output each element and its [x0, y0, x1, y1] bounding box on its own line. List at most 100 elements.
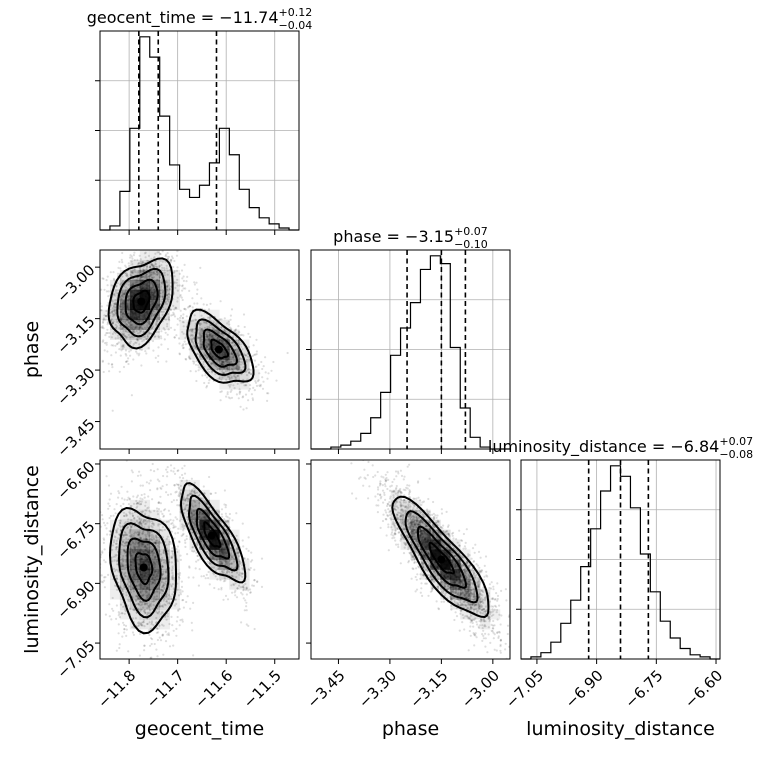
- scatter-point: [140, 500, 143, 503]
- scatter-point: [124, 532, 127, 535]
- scatter-point: [160, 589, 163, 592]
- scatter-point: [224, 579, 227, 582]
- scatter-point: [131, 270, 134, 273]
- scatter-point: [221, 360, 224, 364]
- density-cell: [159, 259, 170, 271]
- scatter-point: [194, 516, 197, 519]
- scatter-point: [107, 362, 110, 365]
- scatter-point: [242, 366, 245, 369]
- scatter-point: [176, 284, 179, 287]
- scatter-point: [228, 385, 232, 388]
- scatter-point: [178, 573, 181, 577]
- scatter-point: [170, 585, 173, 588]
- density-cell: [219, 319, 230, 330]
- scatter-point: [231, 341, 234, 344]
- scatter-point: [135, 502, 138, 506]
- scatter-point: [167, 632, 170, 635]
- scatter-point: [170, 469, 173, 472]
- scatter-point: [94, 338, 96, 340]
- scatter-point: [184, 287, 187, 290]
- scatter-point: [128, 295, 131, 298]
- scatter-point: [127, 600, 130, 603]
- scatter-point: [115, 529, 118, 532]
- scatter-point: [157, 523, 160, 526]
- scatter-point: [140, 517, 143, 521]
- scatter-point: [105, 315, 108, 318]
- scatter-point: [156, 627, 159, 631]
- scatter-point: [162, 582, 166, 585]
- scatter-point: [243, 384, 246, 387]
- scatter-point: [247, 399, 250, 402]
- scatter-point: [159, 276, 162, 279]
- scatter-point: [124, 550, 128, 554]
- scatter-point: [121, 251, 124, 255]
- scatter-point: [182, 502, 185, 505]
- contours: [107, 257, 255, 384]
- scatter-point: [187, 356, 191, 359]
- scatter-point: [219, 399, 222, 402]
- scatter-point: [122, 305, 125, 308]
- scatter-point: [155, 265, 158, 268]
- scatter-point: [188, 305, 192, 308]
- title-prefix: phase =: [333, 227, 405, 246]
- scatter-point: [154, 273, 157, 276]
- title-plus: +0.07: [454, 225, 488, 238]
- scatter-point: [111, 607, 114, 610]
- scatter-point: [101, 550, 104, 553]
- scatter-point: [127, 299, 130, 302]
- scatter-point: [181, 330, 184, 334]
- scatter-point: [141, 624, 144, 627]
- scatter-point: [165, 293, 168, 297]
- scatter-point: [230, 308, 234, 311]
- scatter-point: [159, 605, 162, 608]
- scatter-point: [183, 263, 186, 266]
- scatter-point: [144, 350, 147, 353]
- scatter-point: [115, 343, 119, 346]
- scatter-point: [238, 388, 241, 391]
- scatter-point: [178, 624, 181, 627]
- scatter-point: [157, 612, 160, 615]
- scatter-point: [111, 548, 114, 552]
- scatter-point: [181, 620, 184, 623]
- scatter-point: [239, 586, 242, 589]
- scatter-point: [137, 533, 140, 536]
- scatter-point: [241, 568, 244, 571]
- scatter-point: [155, 631, 158, 634]
- scatter-point: [129, 580, 132, 583]
- scatter-point: [167, 293, 170, 296]
- scatter-point: [234, 328, 237, 332]
- scatter-point: [120, 349, 123, 352]
- scatter-point: [127, 518, 130, 521]
- scatter-point: [121, 345, 124, 348]
- density-cell: [119, 289, 131, 301]
- scatter-point: [241, 593, 244, 596]
- scatter-point: [241, 572, 244, 575]
- scatter-point: [200, 575, 203, 578]
- scatter-point: [162, 474, 165, 478]
- scatter-point: [177, 609, 180, 612]
- scatter-point: [226, 366, 229, 369]
- scatter-point: [237, 397, 240, 400]
- scatter-point: [139, 319, 142, 322]
- scatter-point: [146, 259, 149, 262]
- scatter-point: [218, 368, 221, 371]
- scatter-point: [179, 488, 183, 492]
- scatter-point: [130, 535, 133, 538]
- scatter-point: [142, 619, 145, 622]
- scatter-point: [220, 362, 223, 365]
- scatter-point: [149, 656, 152, 659]
- scatter-point: [192, 491, 195, 494]
- scatter-point: [139, 610, 142, 613]
- title-minus: −0.04: [279, 19, 313, 32]
- scatter-point: [133, 328, 136, 331]
- scatter-point: [224, 359, 227, 362]
- scatter-point: [121, 557, 124, 560]
- scatter-point: [103, 538, 106, 541]
- scatter-point: [229, 357, 232, 360]
- scatter-point: [171, 575, 174, 578]
- scatter-point: [218, 510, 221, 513]
- scatter-point: [129, 342, 132, 345]
- scatter-point: [170, 258, 173, 262]
- scatter-point: [171, 565, 174, 568]
- scatter-point: [92, 516, 94, 518]
